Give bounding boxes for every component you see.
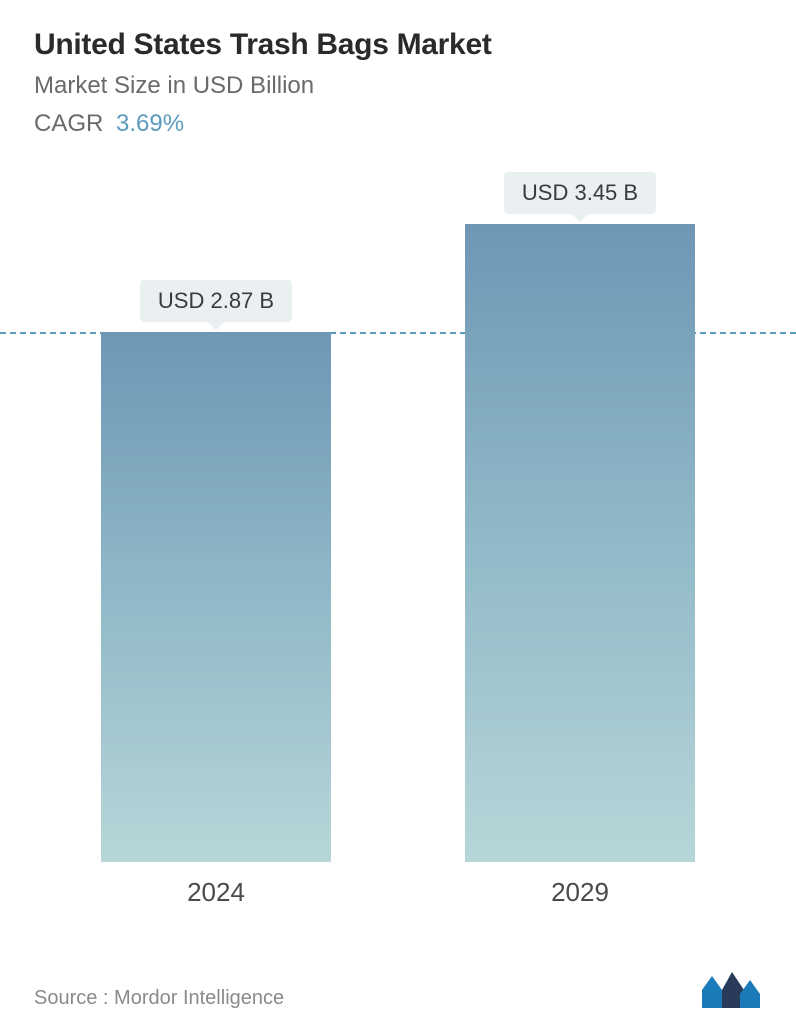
- chart-subtitle: Market Size in USD Billion: [34, 72, 762, 100]
- x-label: 2024: [101, 877, 331, 908]
- cagr-row: CAGR 3.69%: [34, 110, 762, 138]
- x-label: 2029: [465, 877, 695, 908]
- x-axis-labels: 2024 2029: [34, 877, 762, 908]
- chart-title: United States Trash Bags Market: [34, 28, 762, 62]
- bar-group-1: USD 3.45 B: [465, 172, 695, 862]
- bar-group-0: USD 2.87 B: [101, 280, 331, 862]
- source-text: Source : Mordor Intelligence: [34, 987, 284, 1010]
- brand-logo-icon: [700, 968, 762, 1010]
- bar-chart: USD 2.87 B USD 3.45 B 2024 2029: [34, 208, 762, 908]
- chart-footer: Source : Mordor Intelligence: [34, 968, 762, 1010]
- value-label: USD 2.87 B: [140, 280, 292, 322]
- bars-container: USD 2.87 B USD 3.45 B: [34, 208, 762, 862]
- cagr-label: CAGR: [34, 110, 103, 137]
- bar: [101, 332, 331, 862]
- cagr-value: 3.69%: [116, 110, 184, 137]
- bar: [465, 224, 695, 862]
- value-label: USD 3.45 B: [504, 172, 656, 214]
